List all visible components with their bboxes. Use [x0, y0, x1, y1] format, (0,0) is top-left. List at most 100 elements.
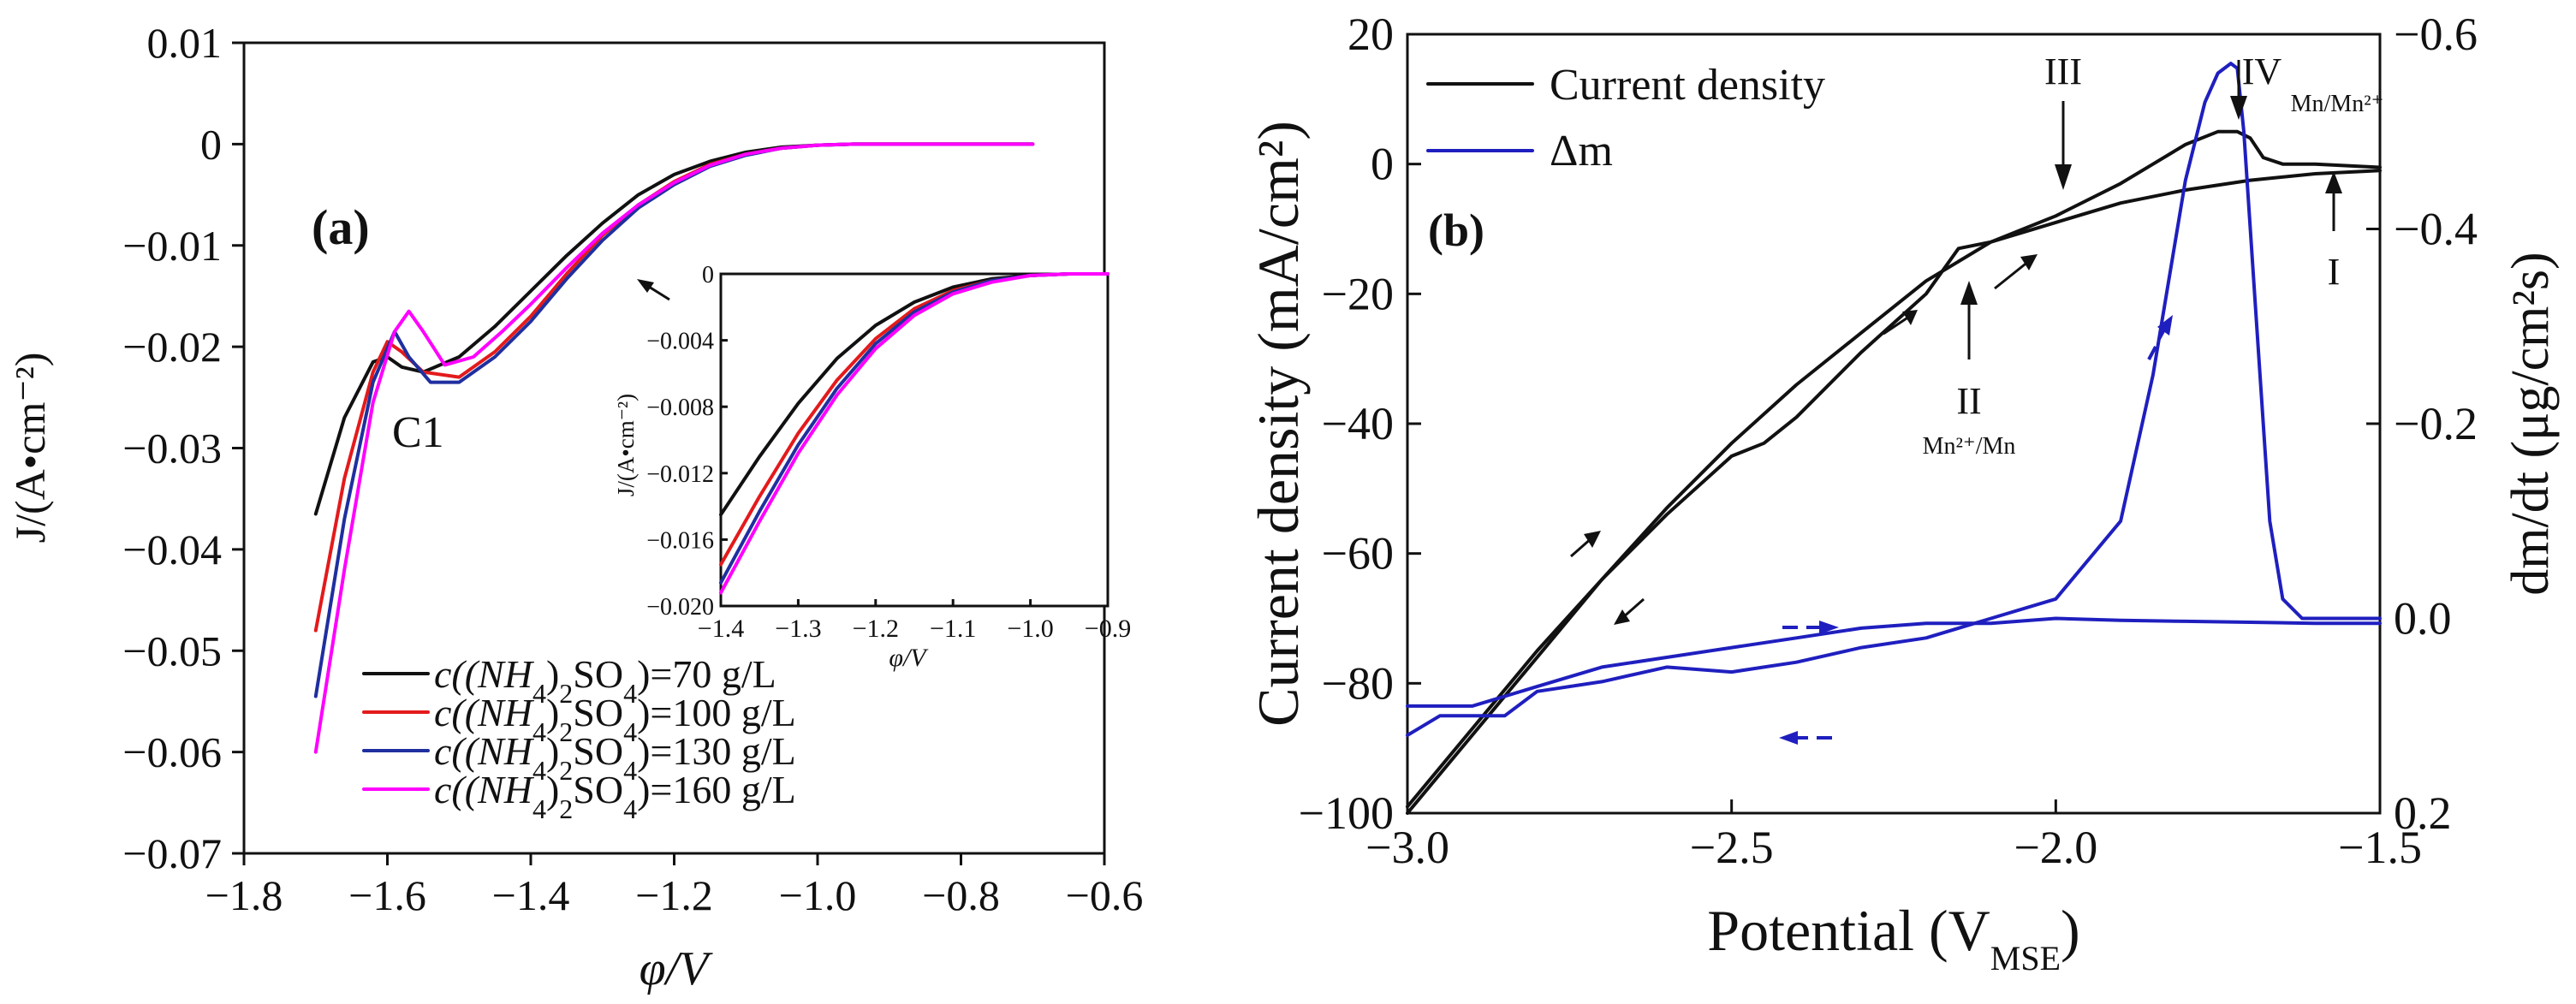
annotation-ii: II Mn²⁺/Mn	[1923, 281, 2016, 460]
inset-x-tick-label: −1.1	[930, 615, 976, 643]
inset-y-tick-label: 0	[702, 262, 714, 288]
inset-y-tick-label: −0.016	[646, 527, 714, 554]
legend-item-160: c((NH4)2SO4)=160 g/L	[362, 768, 796, 824]
panel-a-x-label: φ/V	[640, 942, 714, 995]
b-y-tick-label: 0	[1371, 139, 1394, 190]
inset-series-line-3	[719, 272, 1110, 595]
sweep-arrowhead-forward-upper	[2020, 254, 2038, 270]
a-x-tick-label: −1.2	[635, 871, 713, 919]
panel-b-x-ticks: −3.0 −2.5 −2.0 −1.5	[1365, 799, 2422, 873]
inset-pointer-arrowhead	[637, 279, 654, 293]
panel-a-y-ticks: −0.07 −0.06 −0.05 −0.04 −0.03 −0.02 −0.01 0 0.01	[122, 19, 244, 877]
legend-label-current-density: Current density	[1550, 61, 1825, 110]
inset-y-tick-label: −0.012	[646, 461, 714, 488]
b-x-tick-label: −2.0	[2014, 822, 2097, 873]
b-series-line-1	[1406, 169, 2382, 809]
legend-label-70: c((NH4)2SO4)=70 g/L	[434, 652, 776, 709]
sweep-direction-arrows-blue	[1779, 315, 2173, 745]
a-y-tick-label: −0.07	[122, 829, 222, 877]
inset-x-tick-label: −1.3	[775, 615, 821, 643]
legend-item-130: c((NH4)2SO4)=130 g/L	[362, 729, 796, 786]
panel-a-x-ticks: −1.8 −1.6 −1.4 −1.2 −1.0 −0.8 −0.6	[205, 853, 1144, 919]
a-y-tick-label: −0.04	[122, 526, 222, 573]
annotation-c1: C1	[392, 408, 444, 457]
panel-b-label: (b)	[1428, 205, 1484, 256]
a-y-tick-label: −0.06	[122, 728, 222, 776]
annotation-iii-arrowhead	[2055, 164, 2072, 190]
b-y2-tick-label: −0.2	[2394, 398, 2478, 449]
b-x-tick-label: −3.0	[1365, 822, 1449, 873]
sweep-direction-arrows-black	[1570, 254, 2038, 625]
a-y-tick-label: −0.03	[122, 425, 222, 472]
panel-a-inset: −1.4 −1.3 −1.2 −1.1 −1.0 −0.9 −0.020−0.016−0.…	[613, 262, 1131, 672]
annotation-iv-label: IV	[2242, 50, 2282, 92]
legend-label-130: c((NH4)2SO4)=130 g/L	[434, 729, 796, 786]
legend-item-70: c((NH4)2SO4)=70 g/L	[362, 652, 776, 709]
annotation-ii-reaction: Mn²⁺/Mn	[1923, 433, 2016, 460]
annotation-ii-arrowhead	[1960, 281, 1978, 305]
b-y-tick-label: −20	[1322, 268, 1394, 319]
panel-a-label: (a)	[312, 199, 370, 255]
inset-series	[719, 272, 1110, 595]
blue-arrow-up-dash1	[2147, 346, 2157, 360]
inset-y-tick-label: −0.004	[646, 329, 714, 355]
sweep-arrow-reverse-lower	[1621, 597, 1645, 620]
panel-b-x-label: Potential (VMSE)	[1707, 898, 2079, 977]
annotation-iv-arrowhead	[2230, 96, 2247, 120]
annotation-iii-label: III	[2044, 50, 2082, 92]
a-y-tick-label: −0.01	[122, 222, 222, 270]
annotation-iv-reaction: Mn/Mn²⁺	[2291, 91, 2384, 117]
a-x-tick-label: −1.8	[205, 871, 283, 919]
b-series-line-2	[1406, 62, 2382, 737]
inset-x-tick-label: −1.2	[853, 615, 899, 643]
legend-label-100: c((NH4)2SO4)=100 g/L	[434, 691, 796, 747]
sweep-arrow-forward-upper	[1994, 259, 2030, 290]
panel-b-y-label: Current density (mA/cm²)	[1246, 121, 1311, 727]
b-y-tick-label: −80	[1322, 657, 1394, 709]
b-x-tick-label: −2.5	[1690, 822, 1774, 873]
a-x-tick-label: −0.6	[1066, 871, 1144, 919]
inset-background	[721, 274, 1108, 606]
panel-b-series	[1406, 62, 2382, 815]
b-y-tick-label: −100	[1299, 787, 1394, 839]
a-x-tick-label: −1.4	[492, 871, 570, 919]
annotation-i-arrowhead	[2325, 171, 2342, 193]
blue-arrowhead-left	[1779, 731, 1798, 745]
sweep-arrowhead-reverse-upper	[1902, 310, 1918, 325]
a-x-tick-label: −1.0	[779, 871, 857, 919]
inset-y-label: J/(A•cm⁻²)	[613, 394, 639, 496]
annotation-i-label: I	[2328, 251, 2341, 293]
a-y-tick-label: 0	[200, 120, 222, 168]
inset-y-ticks: −0.020 −0.016 −0.012 −0.008 −0.004 0	[646, 262, 728, 621]
b-series-line-3	[1406, 616, 2382, 708]
b-y2-tick-label: −0.6	[2394, 9, 2478, 60]
inset-x-ticks: −1.4 −1.3 −1.2 −1.1 −1.0 −0.9	[698, 599, 1131, 643]
inset-x-tick-label: −1.0	[1007, 615, 1053, 643]
panel-a: −1.8 −1.6 −1.4 −1.2 −1.0 −0.8 −0.6 −0.07 −0.06 −…	[6, 19, 1143, 995]
b-series-line-0	[1406, 129, 2382, 815]
panel-a-y-label: J/(A•cm⁻²)	[6, 353, 54, 544]
inset-y-tick-label: −0.008	[646, 395, 714, 421]
a-y-tick-label: −0.02	[122, 323, 222, 371]
panel-b-y2-label: dm/dt (μg/cm²s)	[2502, 252, 2560, 595]
panel-b: −3.0 −2.5 −2.0 −1.5 −100 −80 −60 −40 −20 0 20 0.2…	[1246, 9, 2560, 977]
inset-x-tick-label: −0.9	[1085, 615, 1131, 643]
b-x-tick-label: −1.5	[2338, 822, 2422, 873]
panel-a-series	[313, 142, 1035, 754]
legend-label-160: c((NH4)2SO4)=160 g/L	[434, 768, 796, 824]
annotation-i: I	[2325, 171, 2342, 293]
annotation-iv: IV Mn/Mn²⁺	[2230, 50, 2383, 120]
a-x-tick-label: −1.6	[348, 871, 426, 919]
a-y-tick-label: −0.05	[122, 627, 222, 674]
panel-b-y2-ticks: 0.2 0.0 −0.2 −0.4 −0.6	[2366, 9, 2478, 839]
inset-x-label: φ/V	[889, 644, 929, 672]
a-x-tick-label: −0.8	[922, 871, 1000, 919]
b-y2-tick-label: 0.2	[2394, 787, 2452, 839]
panel-b-legend: Current density Δm	[1426, 61, 1825, 175]
blue-arrowhead-up	[2157, 315, 2173, 336]
inset-x-tick-label: −1.4	[698, 615, 744, 643]
inset-y-tick-label: −0.020	[646, 594, 714, 621]
panel-a-legend: c((NH4)2SO4)=70 g/L c((NH4)2SO4)=100 g/L…	[362, 652, 796, 824]
